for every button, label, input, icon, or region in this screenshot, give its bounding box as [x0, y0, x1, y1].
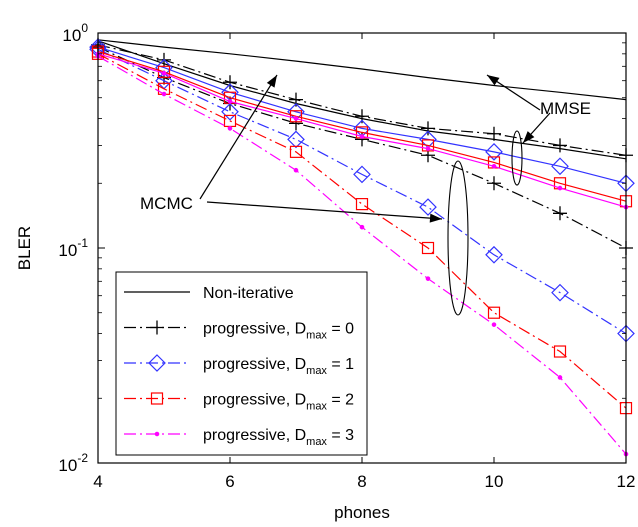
- x-tick-label: 12: [617, 472, 636, 491]
- legend-label: progressive, Dmax = 1: [203, 356, 354, 377]
- series-prog3_mmse: [95, 51, 629, 210]
- data-point-prog1_mcmc: [551, 283, 569, 302]
- mmse-arrow-2: [522, 112, 551, 144]
- data-point-prog3_mmse: [425, 146, 431, 151]
- legend-marker: [150, 392, 164, 405]
- mcmc-arrow: [199, 74, 278, 200]
- data-point-prog2_mcmc: [289, 145, 303, 158]
- data-point-prog1_mcmc: [353, 165, 371, 184]
- data-point-prog0_mcmc: [553, 206, 567, 221]
- x-tick-label: 10: [485, 472, 504, 491]
- data-point-prog3_mmse: [161, 70, 167, 76]
- y-axis-label: BLER: [15, 226, 34, 270]
- legend-item-prog3_mcmc: progressive, Dmax = 3: [124, 427, 354, 448]
- data-point-prog2_mmse: [421, 139, 435, 152]
- y-tick-label: 10-1: [58, 236, 88, 260]
- x-tick-label: 8: [357, 472, 366, 491]
- series-line-prog2_mmse: [97, 50, 627, 202]
- data-point-prog2_mcmc: [355, 198, 369, 211]
- legend-item-prog2_mcmc: progressive, Dmax = 2: [124, 392, 354, 413]
- data-point-prog2_mcmc: [421, 241, 435, 255]
- data-point-prog0_mmse: [223, 75, 237, 90]
- axes: 4 6 8 10 12 100 10-1 10-2: [58, 21, 635, 491]
- data-point-prog3_mcmc: [491, 322, 497, 327]
- annotation-mmse: MMSE: [540, 99, 591, 118]
- legend-item-noniter_mmse: Non-iterative: [124, 285, 294, 302]
- mmse-group-ellipse: [511, 130, 523, 186]
- data-point-prog3_mmse: [293, 116, 299, 121]
- legend-marker: [154, 431, 160, 437]
- legend-marker: [148, 354, 166, 372]
- x-tick-label: 6: [225, 472, 234, 491]
- data-point-prog1_mcmc: [485, 245, 503, 264]
- data-point-prog2_mmse: [289, 110, 303, 123]
- series-line-noniter_mmse: [97, 39, 627, 101]
- x-axis-label: phones: [334, 503, 390, 522]
- legend-label: progressive, Dmax = 0: [203, 321, 354, 342]
- series-line-prog2_mcmc: [97, 53, 627, 409]
- data-point-prog2_mcmc: [553, 345, 567, 358]
- series-prog0_mmse: [91, 37, 633, 163]
- legend-label: progressive, Dmax = 2: [203, 392, 354, 413]
- data-point-prog1_mcmc: [221, 102, 239, 121]
- legend-label: progressive, Dmax = 3: [203, 427, 354, 448]
- legend: Non-iterative progressive, Dmax = 0 progre…: [115, 271, 368, 456]
- data-point-prog1_mmse: [155, 58, 173, 77]
- legend-label: Non-iterative: [203, 285, 294, 302]
- data-point-prog3_mmse: [359, 134, 365, 139]
- data-point-prog2_mcmc: [487, 306, 501, 319]
- data-point-prog3_mcmc: [359, 224, 365, 230]
- data-point-prog0_mmse: [487, 126, 501, 141]
- data-point-prog3_mcmc: [557, 375, 563, 380]
- data-point-prog0_mmse: [553, 138, 567, 153]
- data-point-prog3_mmse: [491, 163, 497, 169]
- y-tick-label: 100: [62, 21, 88, 45]
- series-line-prog1_mcmc: [97, 48, 627, 335]
- data-point-prog3_mcmc: [227, 126, 233, 131]
- annotation-mcmc: MCMC: [140, 194, 193, 213]
- data-point-prog3_mmse: [557, 185, 563, 191]
- legend-item-prog1_mcmc: progressive, Dmax = 1: [124, 354, 354, 377]
- data-point-prog0_mmse: [421, 121, 435, 136]
- series-line-prog1_mmse: [97, 46, 627, 184]
- data-point-prog3_mcmc: [293, 167, 299, 173]
- y-tick-label: 10-2: [58, 451, 88, 475]
- series-noniter_mmse: [97, 39, 627, 101]
- annotations: MMSE MCMC: [140, 74, 591, 316]
- data-point-prog1_mcmc: [287, 130, 305, 149]
- data-point-prog3_mcmc: [425, 276, 431, 281]
- data-point-prog3_mcmc: [161, 91, 167, 97]
- data-point-prog1_mmse: [551, 157, 569, 176]
- mcmc-group-ellipse: [447, 160, 469, 316]
- mcmc-arrow-2: [206, 201, 443, 223]
- data-point-prog1_mmse: [485, 143, 503, 161]
- legend-marker: [150, 320, 164, 335]
- data-point-prog0_mcmc: [487, 176, 501, 191]
- x-tick-label: 4: [93, 472, 102, 491]
- data-point-prog1_mcmc: [419, 198, 437, 216]
- data-point-prog3_mmse: [227, 99, 233, 104]
- mmse-arrow: [486, 74, 541, 111]
- legend-item-prog0_mcmc: progressive, Dmax = 0: [124, 320, 354, 342]
